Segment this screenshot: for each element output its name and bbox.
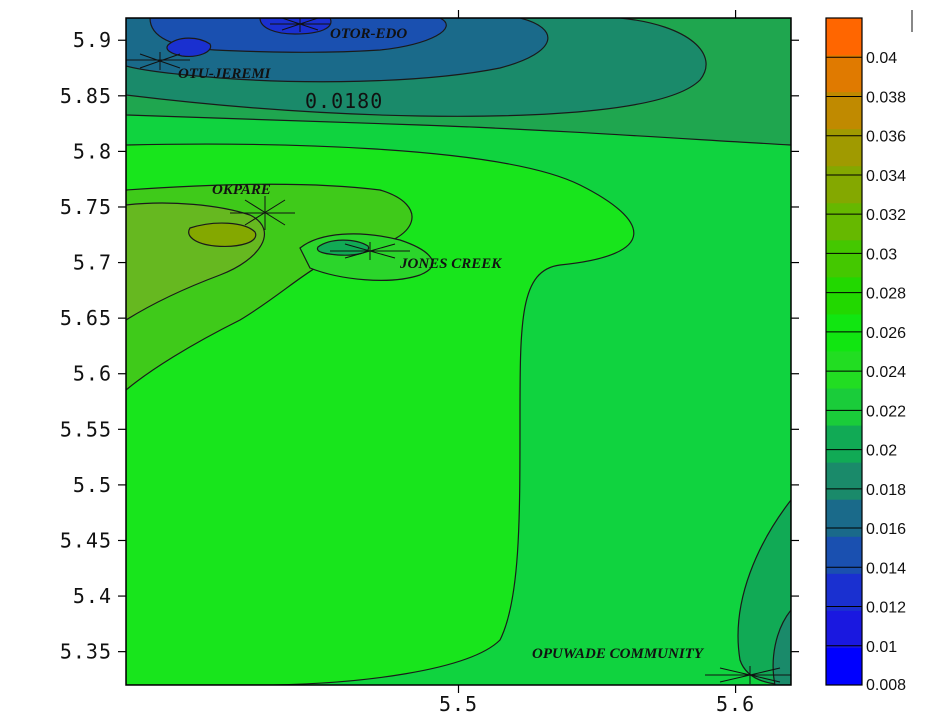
colorbar-segment (826, 573, 862, 612)
y-tick-label: 5.35 (60, 640, 112, 664)
x-tick-label: 5.5 (439, 692, 478, 713)
place-label-otu-jeremi: OTU-JEREMI (178, 66, 272, 82)
colorbar-tick-label: 0.036 (866, 129, 906, 146)
colorbar-segment (826, 314, 862, 352)
station-cluster-jones-creek (330, 242, 410, 260)
x-axis: 5.5 5.6 (439, 10, 755, 713)
y-tick-label: 5.4 (73, 584, 112, 608)
colorbar-tick-label: 0.008 (866, 677, 906, 694)
colorbar-tick-label: 0.024 (866, 364, 906, 381)
colorbar-segment (826, 536, 862, 575)
colorbar-segment (826, 425, 862, 464)
place-label-otor-edo: OTOR-EDO (330, 26, 407, 42)
y-tick-label: 5.8 (73, 139, 112, 163)
colorbar-segment (826, 129, 862, 167)
place-label-okpare: OKPARE (212, 182, 271, 198)
colorbar-tick-label: 0.016 (866, 521, 906, 538)
y-tick-label: 5.65 (60, 306, 112, 330)
station-cluster-otor-edo (270, 18, 330, 32)
colorbar-segment (826, 610, 862, 649)
colorbar-segment (826, 388, 862, 427)
station-cluster-otu-jeremi (126, 52, 190, 70)
colorbar: 0.04 0.038 0.036 0.034 0.032 0.03 0.028 0.026 0.… (825, 17, 906, 694)
place-label-jones-creek: JONES CREEK (399, 256, 502, 272)
colorbar-tick-label: 0.034 (866, 168, 906, 185)
colorbar-tick-label: 0.012 (866, 600, 906, 617)
colorbar-tick-label: 0.018 (866, 482, 906, 499)
y-tick-label: 5.45 (60, 528, 112, 552)
colorbar-segment (826, 55, 862, 93)
y-tick-label: 5.85 (60, 84, 112, 108)
y-tick-label: 5.7 (73, 251, 112, 275)
colorbar-segment (826, 92, 862, 130)
y-tick-label: 5.9 (73, 28, 112, 52)
colorbar-segment (826, 647, 862, 686)
y-tick-label: 5.5 (73, 473, 112, 497)
colorbar-tick-label: 0.01 (866, 639, 897, 656)
colorbar-tick-label: 0.032 (866, 207, 906, 224)
colorbar-segment (826, 499, 862, 538)
contour-plot-area (126, 18, 791, 685)
contour-value-label: 0.0180 (305, 89, 383, 113)
colorbar-tick-label: 0.04 (866, 50, 897, 67)
colorbar-tick-label: 0.028 (866, 286, 906, 303)
colorbar-tick-label: 0.022 (866, 403, 906, 420)
y-axis: 5.9 5.85 5.8 5.75 5.7 5.65 5.6 5.55 5.5 5.45 5.4 5.… (60, 28, 799, 664)
colorbar-segment (826, 203, 862, 241)
contour-fill-032 (188, 222, 257, 247)
colorbar-tick-label: 0.02 (866, 443, 897, 460)
colorbar-segment (826, 166, 862, 204)
colorbar-segment (826, 240, 862, 278)
contour-fill-012 (166, 37, 212, 57)
y-tick-label: 5.6 (73, 362, 112, 386)
station-cluster-opuwade (705, 666, 791, 684)
colorbar-segment (826, 18, 862, 56)
y-tick-label: 5.55 (60, 417, 112, 441)
colorbar-segment (826, 351, 862, 390)
station-cluster-okpare (230, 196, 295, 230)
y-tick-label: 5.75 (60, 195, 112, 219)
place-label-opuwade: OPUWADE COMMUNITY (532, 646, 705, 662)
colorbar-tick-label: 0.026 (866, 325, 906, 342)
colorbar-segment (826, 277, 862, 315)
x-tick-label: 5.6 (716, 692, 755, 713)
colorbar-tick-label: 0.03 (866, 246, 897, 263)
colorbar-segment (826, 462, 862, 501)
colorbar-tick-label: 0.014 (866, 560, 906, 577)
colorbar-tick-label: 0.038 (866, 89, 906, 106)
